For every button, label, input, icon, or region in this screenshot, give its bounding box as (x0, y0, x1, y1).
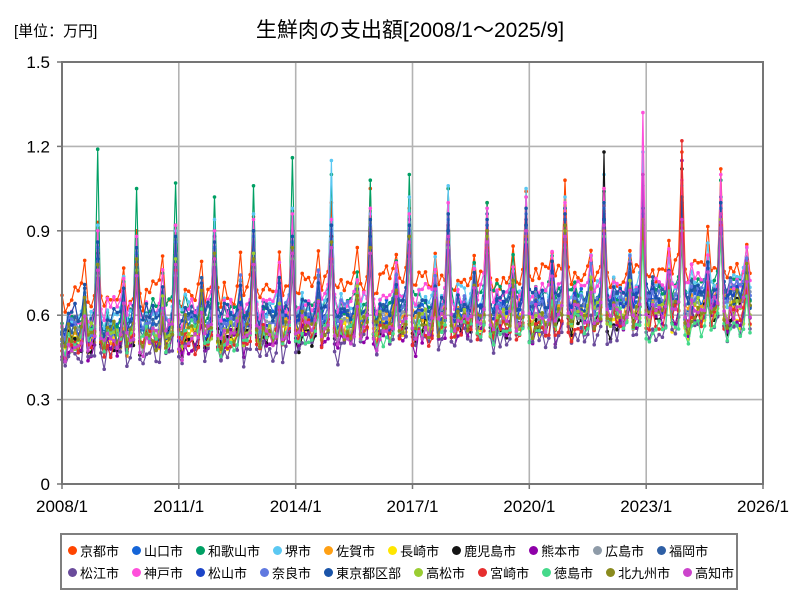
legend-item: 和歌山市 (196, 541, 260, 560)
legend-swatch-icon (683, 568, 693, 578)
legend-item: 長崎市 (388, 541, 439, 560)
legend-swatch-icon (593, 545, 603, 555)
y-tick-label: 0.6 (26, 306, 50, 325)
legend-item: 奈良市 (260, 563, 311, 582)
chart-title: 生鮮肉の支出額[2008/1～2025/9] (256, 19, 564, 42)
legend-swatch-icon (132, 545, 142, 555)
legend-label: 奈良市 (272, 566, 312, 582)
x-tick-label: 2020/1 (503, 497, 555, 516)
x-tick-label: 2011/1 (153, 497, 204, 516)
legend-swatch-icon (657, 545, 667, 555)
legend-swatch-icon (273, 545, 283, 555)
legend-swatch-icon (68, 545, 77, 555)
x-tick-label: 2026/1 (737, 497, 789, 516)
axis-layer: 2008/1 2011/1 2014/1 2017/1 2020/1 2023/1 2026… (26, 53, 789, 516)
legend-swatch-icon (324, 568, 334, 578)
legend-item: 福岡市 (657, 541, 708, 560)
expenditure-line-chart: [単位：万円] 生鮮肉の支出額[2008/1～2025/9] 2008/1 201… (14, 19, 789, 516)
legend-swatch-icon (260, 568, 270, 578)
legend-label: 鹿児島市 (464, 543, 517, 559)
legend-item: 松江市 (68, 563, 119, 582)
legend-label: 山口市 (144, 543, 184, 559)
legend-swatch-icon (196, 568, 206, 578)
legend-label: 佐賀市 (336, 543, 376, 559)
x-tick-label: 2014/1 (270, 497, 322, 516)
legend-item: 鹿児島市 (452, 541, 516, 560)
legend-swatch-icon (196, 545, 206, 555)
legend-item: 北九州市 (606, 563, 670, 582)
y-tick-label: 1.5 (26, 53, 50, 72)
legend-item: 宮崎市 (478, 563, 529, 582)
legend-label: 熊本市 (541, 543, 581, 559)
legend-swatch-icon (388, 545, 398, 555)
legend-label: 北九州市 (618, 566, 671, 582)
unit-label: [単位：万円] (14, 23, 97, 40)
legend-item: 神戸市 (132, 563, 183, 582)
legend-label: 徳島市 (554, 566, 594, 582)
legend-swatch-icon (414, 568, 424, 578)
series-layer (60, 110, 752, 371)
legend-label: 広島市 (605, 543, 645, 559)
legend-item: 堺市 (273, 541, 311, 560)
x-tick-label: 2017/1 (387, 497, 439, 516)
legend-item: 徳島市 (542, 563, 593, 582)
legend-swatch-icon (542, 568, 552, 578)
legend-label: 和歌山市 (208, 543, 261, 559)
legend-swatch-icon (529, 545, 539, 555)
legend-item: 高松市 (414, 563, 465, 582)
x-tick-label: 2008/1 (36, 497, 88, 516)
legend-item: 佐賀市 (324, 541, 375, 560)
legend-label: 宮崎市 (490, 566, 530, 582)
legend-item: 京都市 (68, 541, 119, 560)
legend-label: 長崎市 (400, 543, 440, 559)
legend-item: 山口市 (132, 541, 183, 560)
legend-row: 松江市 神戸市 松山市 奈良市 東京都区部 高松市 宮崎市 徳島市 北九州市 高知市 (68, 563, 734, 582)
y-tick-label: 0.3 (26, 391, 50, 410)
legend-label: 福岡市 (669, 543, 709, 559)
legend-label: 神戸市 (144, 566, 184, 582)
legend-label: 東京都区部 (336, 566, 402, 582)
legend-item: 熊本市 (529, 541, 580, 560)
legend-label: 高松市 (426, 566, 466, 582)
legend-label: 京都市 (80, 543, 120, 559)
x-tick-label: 2023/1 (620, 497, 672, 516)
legend-item: 高知市 (683, 563, 734, 582)
legend-swatch-icon (324, 545, 334, 555)
chart-legend: 京都市 山口市 和歌山市 堺市 佐賀市 長崎市 鹿児島市 熊本市 広島市 福岡市松江市 神戸市 松山市… (60, 533, 738, 590)
legend-item: 松山市 (196, 563, 247, 582)
y-tick-label: 0 (41, 475, 50, 494)
legend-label: 高知市 (695, 566, 735, 582)
legend-label: 松山市 (208, 566, 248, 582)
legend-swatch-icon (452, 545, 462, 555)
legend-swatch-icon (478, 568, 488, 578)
legend-swatch-icon (606, 568, 616, 578)
legend-item: 東京都区部 (324, 563, 401, 582)
legend-label: 堺市 (285, 543, 312, 559)
legend-swatch-icon (68, 568, 77, 578)
legend-label: 松江市 (80, 566, 120, 582)
y-tick-label: 0.9 (26, 222, 50, 241)
legend-row: 京都市 山口市 和歌山市 堺市 佐賀市 長崎市 鹿児島市 熊本市 広島市 福岡市 (68, 541, 730, 560)
y-tick-label: 1.2 (26, 137, 50, 156)
legend-swatch-icon (132, 568, 142, 578)
legend-item: 広島市 (593, 541, 644, 560)
